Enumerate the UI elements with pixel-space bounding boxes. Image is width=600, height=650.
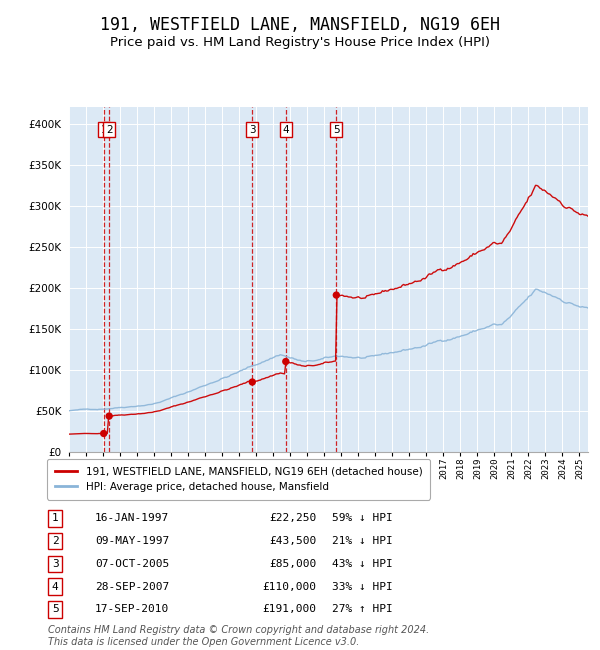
Text: Price paid vs. HM Land Registry's House Price Index (HPI): Price paid vs. HM Land Registry's House … — [110, 36, 490, 49]
Text: 27% ↑ HPI: 27% ↑ HPI — [332, 604, 393, 614]
Text: 59% ↓ HPI: 59% ↓ HPI — [332, 514, 393, 523]
Text: 3: 3 — [52, 559, 59, 569]
Text: 2: 2 — [52, 536, 59, 546]
Text: 09-MAY-1997: 09-MAY-1997 — [95, 536, 169, 546]
Text: 1: 1 — [100, 125, 107, 135]
Text: 33% ↓ HPI: 33% ↓ HPI — [332, 582, 393, 592]
Text: 5: 5 — [333, 125, 340, 135]
Text: £22,250: £22,250 — [269, 514, 317, 523]
Text: 1: 1 — [52, 514, 59, 523]
Text: 191, WESTFIELD LANE, MANSFIELD, NG19 6EH: 191, WESTFIELD LANE, MANSFIELD, NG19 6EH — [100, 16, 500, 34]
Text: 43% ↓ HPI: 43% ↓ HPI — [332, 559, 393, 569]
Point — [247, 377, 257, 387]
Text: 4: 4 — [283, 125, 289, 135]
Point — [332, 290, 341, 300]
Text: 21% ↓ HPI: 21% ↓ HPI — [332, 536, 393, 546]
Text: £191,000: £191,000 — [263, 604, 317, 614]
Text: 3: 3 — [249, 125, 256, 135]
Text: £85,000: £85,000 — [269, 559, 317, 569]
Text: £43,500: £43,500 — [269, 536, 317, 546]
Text: 2: 2 — [106, 125, 112, 135]
Text: 4: 4 — [52, 582, 59, 592]
Point — [281, 356, 290, 367]
Text: 16-JAN-1997: 16-JAN-1997 — [95, 514, 169, 523]
Text: 28-SEP-2007: 28-SEP-2007 — [95, 582, 169, 592]
Text: 17-SEP-2010: 17-SEP-2010 — [95, 604, 169, 614]
Text: 5: 5 — [52, 604, 59, 614]
Text: £110,000: £110,000 — [263, 582, 317, 592]
Text: 07-OCT-2005: 07-OCT-2005 — [95, 559, 169, 569]
Point — [99, 428, 109, 439]
Text: Contains HM Land Registry data © Crown copyright and database right 2024.
This d: Contains HM Land Registry data © Crown c… — [48, 625, 429, 647]
Point — [104, 411, 114, 421]
Legend: 191, WESTFIELD LANE, MANSFIELD, NG19 6EH (detached house), HPI: Average price, d: 191, WESTFIELD LANE, MANSFIELD, NG19 6EH… — [47, 460, 430, 499]
